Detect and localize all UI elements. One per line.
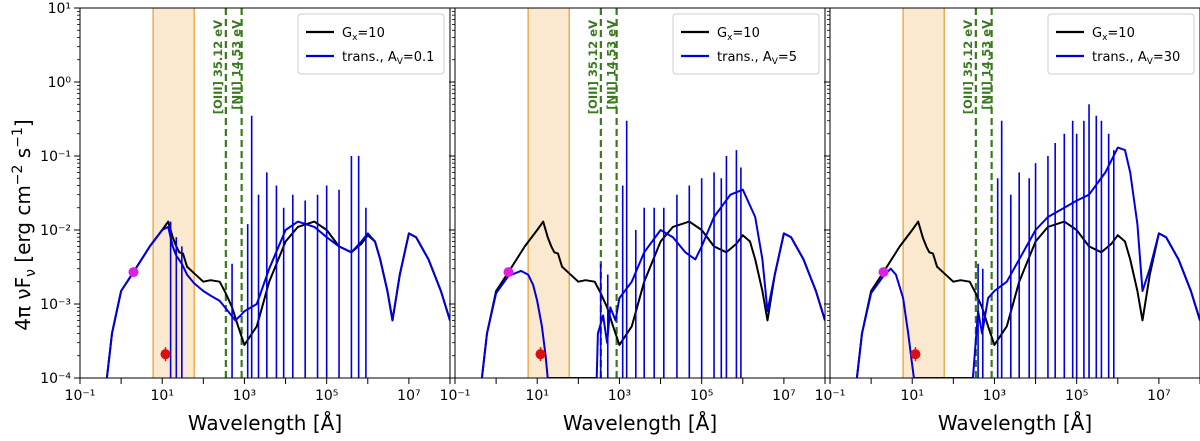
- legend-box: [1047, 13, 1195, 75]
- y-tick-label: 10⁻⁴: [40, 371, 71, 387]
- y-axis-title-exp1: −2: [10, 165, 26, 186]
- x-tick-label: 10⁻¹: [815, 388, 846, 404]
- y-axis-title-unit: [erg cm: [11, 185, 35, 269]
- legend-entry-transmitted-label: trans., AV=30: [1092, 50, 1180, 67]
- y-tick-label: 10⁻¹: [40, 149, 71, 165]
- x-tick-label: 10¹: [151, 388, 174, 404]
- shaded-band: [903, 8, 945, 378]
- x-axis-title-2: Wavelength [Å]: [563, 411, 717, 435]
- series-incident-line: [480, 220, 825, 378]
- x-tick-label: 10⁷: [1147, 388, 1170, 404]
- plot-area: [855, 8, 1200, 378]
- magenta-data-point: [128, 267, 139, 278]
- plot-area: [105, 8, 450, 378]
- axes-frame: [79, 7, 451, 379]
- magenta-data-point: [878, 267, 889, 278]
- panel-1: [OIII] 35.12 eV [NII] 14.53 eV 10⁻¹ 10¹ 10³ 1…: [440, 7, 826, 404]
- y-axis-title-mid: s: [11, 148, 35, 165]
- ion-line-label-1: [NII] 14.53 eV: [605, 20, 619, 110]
- red-data-point: [160, 349, 171, 360]
- y-axis-title-end: ]: [11, 119, 35, 127]
- panel-2: [OIII] 35.12 eV [NII] 14.53 eV 10⁻¹ 10¹ 10³ 1…: [815, 7, 1200, 404]
- ion-line-label-1: [NII] 14.53 eV: [980, 20, 994, 110]
- ion-line-label-0: [OIII] 35.12 eV: [211, 20, 225, 114]
- red-data-point: [910, 349, 921, 360]
- legend-entry-transmitted-label: trans., AV=5: [717, 50, 797, 67]
- legend: Gx=10 trans., AV=5: [672, 13, 820, 75]
- magenta-data-point: [503, 267, 514, 278]
- x-tick-label: 10⁻¹: [440, 388, 471, 404]
- x-tick-label: 10³: [233, 388, 256, 404]
- ion-line-label-0: [OIII] 35.12 eV: [961, 20, 975, 114]
- x-tick-label: 10⁻¹: [65, 388, 96, 404]
- x-tick-label: 10⁵: [1065, 388, 1088, 404]
- y-tick-label: 10⁰: [48, 75, 72, 91]
- y-axis-title-exp2: −1: [10, 127, 26, 148]
- y-tick-label: 10¹: [48, 1, 71, 17]
- series-incident-line: [855, 220, 1200, 378]
- legend-entry-transmitted-label: trans., AV=0.1: [342, 50, 434, 67]
- x-axis-title-1: Wavelength [Å]: [188, 411, 342, 435]
- plot-area: [480, 8, 825, 378]
- shaded-band: [528, 8, 570, 378]
- x-tick-label: 10⁵: [315, 388, 338, 404]
- ion-line-label-0: [OIII] 35.12 eV: [586, 20, 600, 114]
- x-tick-label: 10¹: [901, 388, 924, 404]
- x-tick-label: 10⁷: [397, 388, 420, 404]
- panel-0: [OIII] 35.12 eV [NII] 14.53 eV 10⁻¹ 10¹ 10³ 1…: [40, 1, 451, 404]
- ion-line-label-1: [NII] 14.53 eV: [230, 20, 244, 110]
- axes-frame: [454, 7, 826, 379]
- red-data-point: [535, 349, 546, 360]
- series-transmitted-line: [105, 220, 450, 378]
- y-axis-title: 4π νFν [erg cm−2 s−1]: [10, 119, 39, 330]
- series-transmitted-line: [855, 146, 1200, 378]
- series-transmitted-line: [480, 188, 825, 378]
- svg-text:4π νFν [erg cm−2 s−1]: 4π νFν [erg cm−2 s−1]: [10, 119, 39, 330]
- legend: Gx=10 trans., AV=30: [1047, 13, 1195, 75]
- y-axis-title-main: 4π νF: [11, 277, 35, 331]
- shaded-band: [153, 8, 195, 378]
- legend-box: [672, 13, 820, 75]
- legend-entry-incident-label: Gx=10: [1092, 26, 1135, 43]
- legend-box: [297, 13, 445, 75]
- legend: Gx=10 trans., AV=0.1: [297, 13, 445, 75]
- x-tick-label: 10³: [983, 388, 1006, 404]
- x-axis-title-3: Wavelength [Å]: [938, 411, 1092, 435]
- x-tick-label: 10⁵: [690, 388, 713, 404]
- x-tick-label: 10¹: [526, 388, 549, 404]
- x-tick-label: 10⁷: [772, 388, 795, 404]
- legend-entry-incident-label: Gx=10: [717, 26, 760, 43]
- x-tick-label: 10³: [608, 388, 631, 404]
- legend-entry-incident-label: Gx=10: [342, 26, 385, 43]
- y-tick-label: 10⁻³: [40, 297, 71, 313]
- axes-frame: [829, 7, 1200, 379]
- y-tick-label: 10⁻²: [40, 223, 71, 239]
- y-axis-title-sub: ν: [23, 269, 39, 277]
